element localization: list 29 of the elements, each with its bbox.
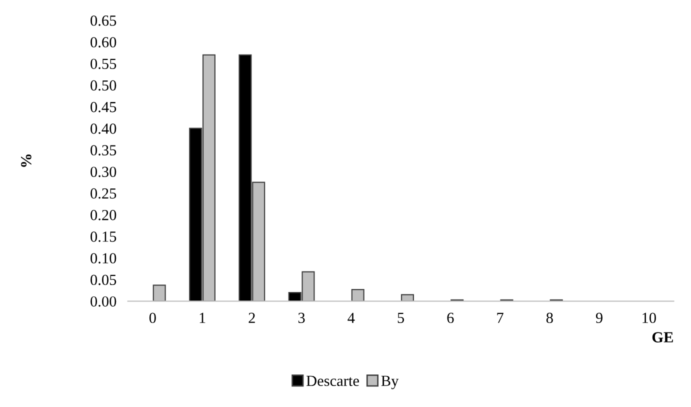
y-axis-title: % <box>21 154 32 167</box>
y-tick-label: 0.55 <box>90 58 116 70</box>
x-tick-label: 4 <box>348 312 355 323</box>
y-tick-label: 0.05 <box>90 274 116 286</box>
x-axis-title: GE <box>652 332 673 342</box>
x-tick-label: 1 <box>200 312 206 323</box>
y-tick-label: 0.60 <box>90 37 116 48</box>
legend-label: By <box>381 376 399 390</box>
y-tick-label: 0.45 <box>90 102 116 112</box>
x-tick-label: 9 <box>596 312 602 324</box>
y-tick-label: 0.15 <box>90 232 116 242</box>
y-tick-label: 0.10 <box>90 253 116 264</box>
x-tick-label: 5 <box>398 312 404 324</box>
x-tick-label: 0 <box>149 312 156 324</box>
y-tick-label: 0.20 <box>90 210 116 220</box>
x-tick-label: 8 <box>546 312 553 324</box>
x-tick-label: 6 <box>447 312 454 324</box>
y-tick-label: 0.25 <box>90 188 116 199</box>
x-tick-label: 2 <box>248 312 255 323</box>
y-tick-label: 0.50 <box>90 80 116 91</box>
x-tick-label: 3 <box>298 312 305 324</box>
legend-label: Descarte <box>306 376 359 386</box>
y-tick-label: 0.35 <box>90 145 116 156</box>
x-tick-label: 7 <box>497 312 504 323</box>
y-tick-label: 0.00 <box>90 296 116 307</box>
y-tick-label: 0.65 <box>90 15 116 26</box>
y-tick-label: 0.30 <box>90 166 116 178</box>
x-tick-label: 10 <box>642 312 656 324</box>
y-tick-label: 0.40 <box>90 124 116 134</box>
